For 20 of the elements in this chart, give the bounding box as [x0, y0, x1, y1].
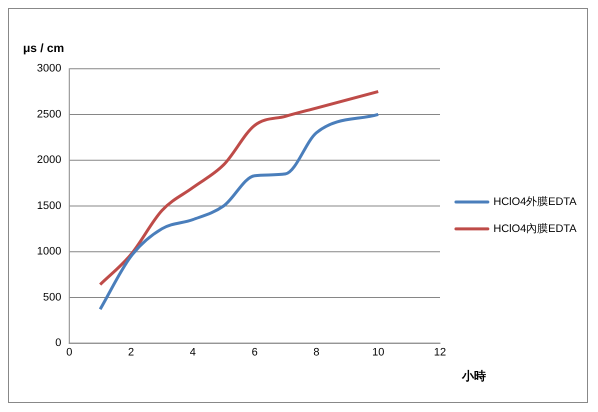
x-tick-label: 12: [434, 346, 446, 359]
x-tick-label: 6: [252, 346, 258, 359]
line-series: [98, 90, 380, 286]
x-tick-label: 4: [190, 346, 196, 359]
y-tick-label: 3000: [36, 62, 62, 75]
legend-label: HClO4內膜EDTA: [493, 222, 578, 235]
y-tick-label: 2000: [36, 154, 62, 166]
y-tick-label: 500: [43, 291, 62, 304]
line-series: [98, 112, 380, 311]
y-tick-label: 0: [55, 337, 62, 350]
y-tick-label: 1500: [36, 200, 62, 212]
x-tick-label: 8: [313, 346, 320, 359]
x-tick-label: 10: [372, 346, 384, 359]
y-axis-title: μs / cm: [22, 41, 64, 56]
y-tick-label: 2500: [36, 108, 62, 120]
x-tick-label: 0: [66, 346, 72, 359]
y-tick-label: 1000: [36, 246, 62, 258]
x-tick-label: 2: [128, 346, 134, 359]
x-axis-title: 小時: [460, 369, 486, 384]
legend-label: HClO4外膜EDTA: [493, 196, 578, 208]
